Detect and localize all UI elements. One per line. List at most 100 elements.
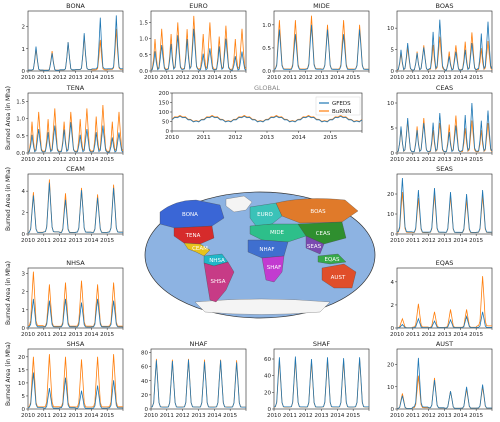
x-tick-label: 2015 xyxy=(223,75,237,81)
series-line-gfeds xyxy=(27,298,123,328)
y-tick-label: 200 xyxy=(159,91,170,97)
series-line-gfeds xyxy=(27,122,124,153)
chart-panel-aust: AUST 0 10 20 2010 2011 2012 2013 2014 2015 xyxy=(387,340,493,419)
series-line-burnn xyxy=(27,271,123,327)
y-tick-label: 0.5 xyxy=(16,134,25,140)
map-label-tena: TENA xyxy=(185,233,201,239)
y-tick-label: 0 xyxy=(268,407,272,413)
panel-title-global: GLOBAL xyxy=(254,84,280,92)
y-tick-label: 20 xyxy=(18,355,25,361)
x-tick-label: 2015 xyxy=(346,413,360,419)
x-tick-label: 2013 xyxy=(69,238,83,244)
map-region-boas xyxy=(275,198,359,224)
series-line-burnn xyxy=(28,28,123,71)
y-tick-label: 1.5 xyxy=(16,100,25,106)
x-tick-label: 2010 xyxy=(21,238,35,244)
series-line-burnn xyxy=(27,354,123,408)
y-tick-label: 100 xyxy=(159,110,170,116)
x-tick-label: 2010 xyxy=(165,135,179,141)
y-tick-label: 10 xyxy=(387,26,394,32)
y-tick-label: 0 xyxy=(22,232,26,238)
plot-frame xyxy=(150,10,247,72)
chart-panel-tena: TENA 0.0 0.5 1.0 1.5 2010 2011 2012 2013 2014 2015 xyxy=(16,84,124,163)
legend-label-gfeds: GFEDS xyxy=(332,101,351,107)
panel-title-shsa: SHSA xyxy=(67,340,85,348)
x-tick-label: 2013 xyxy=(438,332,452,338)
series-line-burnn xyxy=(396,115,493,153)
panel-title-euro: EURO xyxy=(189,2,208,10)
x-tick-label: 2014 xyxy=(84,332,98,338)
map-label-nhsa: NHSA xyxy=(209,258,225,264)
x-tick-label: 2010 xyxy=(144,413,158,419)
map-label-bona: BONA xyxy=(182,212,198,218)
y-tick-label: 80 xyxy=(141,351,148,357)
x-tick-label: 2014 xyxy=(453,238,467,244)
x-tick-label: 2012 xyxy=(299,75,313,81)
y-tick-label: 10 xyxy=(387,212,394,218)
x-tick-label: 2014 xyxy=(453,413,467,419)
plot-frame xyxy=(27,173,124,235)
y-tick-label: 20 xyxy=(387,363,394,369)
chart-panel-nhaf: NHAF 0 20 40 60 80 2010 2011 2012 2013 2014 2015 xyxy=(141,340,247,419)
x-tick-label: 2014 xyxy=(330,75,344,81)
series-line-burnn xyxy=(150,358,246,408)
x-tick-label: 2012 xyxy=(422,157,436,163)
map-land-antarctica xyxy=(194,298,331,315)
series-line-gfeds xyxy=(28,15,123,71)
x-tick-label: 2010 xyxy=(21,332,35,338)
x-tick-label: 2014 xyxy=(84,238,98,244)
chart-panel-mide: MIDE 0.0 0.5 1.0 2010 2011 2012 2013 2014 2015 xyxy=(262,2,370,81)
map-region-shsa xyxy=(203,261,235,303)
x-tick-label: 2010 xyxy=(390,413,404,419)
plot-frame xyxy=(396,267,493,329)
panel-title-seas: SEAS xyxy=(436,165,453,173)
x-tick-label: 2011 xyxy=(406,157,420,163)
x-tick-label: 2011 xyxy=(406,332,420,338)
series-line-burnn xyxy=(150,15,247,70)
series-line-burnn xyxy=(396,191,492,234)
map-label-mide: MIDE xyxy=(270,230,285,236)
y-tick-label: 40 xyxy=(264,374,271,380)
x-tick-label: 2015 xyxy=(100,413,114,419)
region-map: BONA TENA CEAM NHSA SHSA EURO MIDE NHAF … xyxy=(144,191,376,319)
panel-title-mide: MIDE xyxy=(313,2,330,10)
y-tick-label: 0 xyxy=(145,407,149,413)
chart-panel-seas: SEAS 0 10 20 2010 2011 2012 2013 2014 2015 xyxy=(387,165,493,244)
series-line-gfeds xyxy=(273,356,369,408)
x-tick-label: 2015 xyxy=(346,75,360,81)
map-region-ceas xyxy=(297,221,347,245)
series-line-gfeds xyxy=(396,311,492,329)
x-tick-label: 2011 xyxy=(406,75,420,81)
y-tick-label: 5 xyxy=(391,126,395,132)
map-label-nhaf: NHAF xyxy=(259,247,274,253)
x-tick-label: 2010 xyxy=(390,75,404,81)
x-tick-label: 2013 xyxy=(69,157,83,163)
plot-frame xyxy=(27,92,124,154)
series-line-burnn xyxy=(396,375,492,409)
x-tick-label: 2012 xyxy=(53,413,67,419)
panel-title-bona: BONA xyxy=(66,2,85,10)
series-line-gfeds xyxy=(273,24,369,70)
series-line-burnn xyxy=(396,32,493,71)
series-line-burnn xyxy=(27,179,123,233)
plot-frame xyxy=(396,10,493,72)
plot-frame xyxy=(396,173,493,235)
y-axis-label-left-4: Burned Area (in Mha) xyxy=(5,342,12,406)
y-tick-label: 0 xyxy=(22,407,26,413)
y-tick-label: 3 xyxy=(22,271,26,277)
y-tick-label: 1.0 xyxy=(16,117,25,123)
series-line-gfeds xyxy=(396,19,493,71)
y-tick-label: 0 xyxy=(391,232,395,238)
chart-panel-euro: EURO 0.0 0.5 1.0 1.5 2010 2011 2012 2013 2014 2015 xyxy=(139,2,247,81)
y-tick-label: 1.5 xyxy=(139,20,148,26)
panel-title-ceam: CEAM xyxy=(66,165,85,173)
y-tick-label: 2 xyxy=(391,303,395,309)
x-tick-label: 2012 xyxy=(53,238,67,244)
map-label-euro: EURO xyxy=(257,212,273,218)
x-tick-label: 2010 xyxy=(21,75,35,81)
map-region-shaf xyxy=(261,255,285,283)
x-tick-label: 2012 xyxy=(422,238,436,244)
x-tick-label: 2012 xyxy=(228,135,242,141)
plot-frame xyxy=(27,267,124,329)
x-tick-label: 2010 xyxy=(267,413,281,419)
